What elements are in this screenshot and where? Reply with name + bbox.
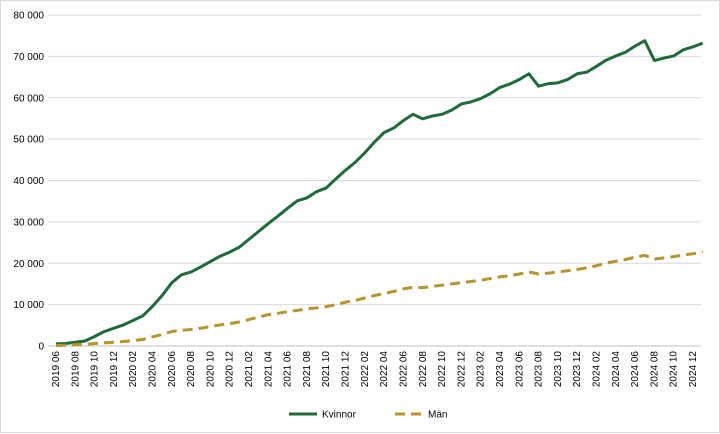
x-tick-label: 2019 10 bbox=[90, 351, 101, 388]
series-lines bbox=[55, 39, 704, 348]
gridlines bbox=[48, 14, 701, 306]
x-tick-label: 2022 10 bbox=[437, 351, 448, 388]
x-tick-label: 2023 04 bbox=[495, 351, 506, 388]
x-tick-label: 2024 06 bbox=[630, 351, 641, 388]
y-tick-label: 40 000 bbox=[13, 176, 44, 187]
y-tick-labels: 0 10 000 20 000 30 000 40 000 50 000 60 000 70 … bbox=[13, 11, 44, 353]
x-tick-label: 2020 02 bbox=[128, 351, 139, 388]
x-tick-label: 2020 06 bbox=[167, 351, 178, 388]
y-tick-label: 50 000 bbox=[13, 135, 44, 146]
x-tick-label: 2019 06 bbox=[51, 351, 62, 388]
y-tick-label: 20 000 bbox=[13, 259, 44, 270]
x-tick-label: 2022 02 bbox=[360, 351, 371, 388]
legend-label: Kvinnor bbox=[322, 410, 357, 421]
x-tick-label: 2019 12 bbox=[109, 351, 120, 388]
x-tick-label: 2021 10 bbox=[321, 351, 332, 388]
x-tick-labels: 2019 06 2019 08 2019 10 2019 12 2020 02 2020 … bbox=[51, 351, 699, 388]
x-tick-label: 2022 06 bbox=[398, 351, 409, 388]
x-tick-label: 2024 04 bbox=[611, 351, 622, 388]
x-tick-label: 2021 08 bbox=[302, 351, 313, 388]
x-tick-label: 2019 08 bbox=[70, 351, 81, 388]
y-tick-label: 80 000 bbox=[13, 11, 44, 22]
x-tick-label: 2023 12 bbox=[572, 351, 583, 388]
y-tick-label: 0 bbox=[38, 342, 44, 353]
x-tick-label: 2021 04 bbox=[263, 351, 274, 388]
y-tick-label: 70 000 bbox=[13, 52, 44, 63]
x-tick-label: 2020 08 bbox=[186, 351, 197, 388]
x-tick-label: 2023 02 bbox=[476, 351, 487, 388]
x-tick-label: 2020 12 bbox=[225, 351, 236, 388]
x-tick-label: 2021 02 bbox=[244, 351, 255, 388]
legend-label: Män bbox=[428, 410, 447, 421]
x-tick-label: 2021 12 bbox=[341, 351, 352, 388]
x-tick-label: 2024 12 bbox=[688, 351, 699, 388]
x-tick-label: 2024 08 bbox=[649, 351, 660, 388]
y-tick-label: 60 000 bbox=[13, 93, 44, 104]
x-tick-label: 2024 10 bbox=[669, 351, 680, 388]
x-tick-label: 2020 10 bbox=[205, 351, 216, 388]
x-tick-label: 2024 02 bbox=[591, 351, 602, 388]
y-tick-label: 30 000 bbox=[13, 217, 44, 228]
x-tick-label: 2022 08 bbox=[418, 351, 429, 388]
x-tick-label: 2022 04 bbox=[379, 351, 390, 388]
x-tick-label: 2020 04 bbox=[148, 351, 159, 388]
x-tick-label: 2023 06 bbox=[514, 351, 525, 388]
x-tick-label: 2021 06 bbox=[283, 351, 294, 388]
series-line-man bbox=[55, 250, 703, 348]
series-line-kvinnor bbox=[55, 39, 704, 346]
x-tick-label: 2023 08 bbox=[534, 351, 545, 388]
legend: Kvinnor Män bbox=[289, 410, 447, 421]
x-tick-label: 2023 10 bbox=[553, 351, 564, 388]
y-tick-label: 10 000 bbox=[13, 300, 44, 311]
x-tick-label: 2022 12 bbox=[456, 351, 467, 388]
